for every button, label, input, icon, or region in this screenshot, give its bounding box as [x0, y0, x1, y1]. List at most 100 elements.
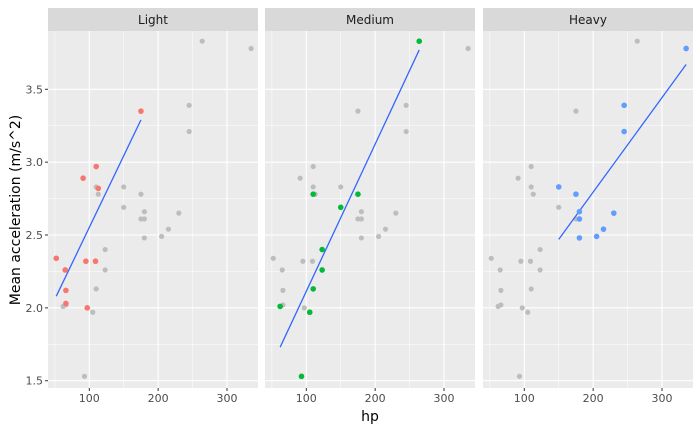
background-point	[537, 246, 543, 253]
background-point	[90, 309, 96, 315]
background-point	[297, 175, 303, 181]
data-point	[83, 258, 89, 265]
y-axis: 1.5 2.0 2.5 3.0 3.5	[26, 83, 48, 388]
background-point	[515, 175, 521, 181]
data-point	[63, 300, 69, 307]
x-tick-label: 300	[217, 392, 238, 405]
background-point	[95, 191, 101, 197]
data-point	[576, 208, 583, 215]
background-point	[530, 191, 536, 197]
background-point	[537, 267, 543, 273]
background-point	[393, 210, 399, 216]
x-axis-title: hp	[361, 409, 379, 425]
x-tick-label: 200	[148, 392, 169, 405]
background-point	[634, 38, 640, 44]
background-point	[525, 309, 531, 315]
data-point	[319, 246, 325, 253]
background-point	[141, 209, 147, 215]
background-point	[310, 163, 316, 170]
facet-panel-medium: Medium 100 200 300	[265, 8, 475, 405]
y-axis-title: Mean acceleration (m/s^2)	[8, 115, 24, 306]
data-point	[355, 191, 361, 197]
x-tick-label: 100	[514, 392, 535, 405]
data-point	[80, 175, 86, 181]
y-tick-label: 2.5	[26, 229, 44, 242]
x-tick-label: 100	[296, 392, 317, 405]
panel-background	[265, 31, 475, 388]
background-point	[199, 38, 205, 44]
background-point	[497, 267, 503, 273]
background-point	[382, 226, 389, 232]
background-point	[403, 128, 409, 135]
x-tick-label: 300	[652, 392, 673, 405]
background-point	[121, 184, 127, 190]
background-point	[498, 302, 504, 308]
background-point	[403, 102, 409, 108]
y-tick-label: 1.5	[26, 375, 44, 388]
background-point	[81, 373, 88, 379]
background-point	[355, 108, 361, 114]
facet-panel-light: Light 100 200 300	[48, 8, 258, 405]
data-point	[576, 216, 583, 222]
data-point	[93, 163, 99, 170]
x-tick-label: 300	[434, 392, 455, 405]
x-tick-label: 200	[365, 392, 386, 405]
data-point	[416, 38, 423, 44]
background-point	[138, 191, 144, 197]
data-point	[683, 45, 689, 52]
data-point	[621, 102, 627, 109]
background-point	[465, 45, 471, 52]
data-point	[138, 108, 144, 114]
background-point	[248, 45, 254, 52]
data-point	[319, 267, 325, 273]
data-point	[92, 258, 99, 265]
data-point	[621, 128, 627, 135]
background-point	[141, 235, 147, 241]
background-point	[528, 184, 534, 190]
y-tick-label: 3.0	[26, 156, 44, 169]
data-point	[62, 267, 69, 273]
data-point	[310, 191, 316, 197]
data-point	[95, 185, 102, 192]
facet-panel-heavy: Heavy 100 200 300	[483, 8, 693, 405]
background-point	[358, 235, 364, 241]
data-point	[277, 303, 283, 310]
data-point	[576, 235, 583, 241]
panel-background	[48, 31, 258, 388]
background-point	[519, 305, 525, 311]
data-point	[84, 305, 91, 311]
background-point	[528, 163, 534, 170]
facet-strip	[483, 8, 693, 31]
background-point	[186, 128, 192, 135]
data-point	[306, 309, 313, 316]
y-tick-label: 2.0	[26, 302, 44, 315]
background-point	[270, 255, 276, 261]
background-point	[102, 246, 108, 253]
panel-background	[483, 31, 693, 388]
background-point	[301, 305, 307, 311]
background-point	[159, 233, 165, 240]
background-point	[141, 216, 147, 222]
background-point	[527, 258, 534, 264]
background-point	[186, 102, 192, 108]
data-point	[593, 233, 600, 240]
background-point	[518, 258, 524, 264]
data-point	[611, 210, 617, 216]
background-point	[280, 287, 286, 293]
data-point	[573, 191, 579, 197]
background-point	[498, 287, 504, 293]
background-point	[93, 286, 99, 292]
background-point	[121, 204, 127, 210]
background-point	[516, 373, 523, 379]
background-point	[165, 226, 172, 232]
data-point	[53, 255, 60, 262]
background-point	[309, 258, 316, 264]
data-point	[63, 287, 69, 294]
facet-strip-label: Light	[138, 13, 168, 27]
data-point	[600, 226, 607, 232]
x-tick-label: 200	[583, 392, 604, 405]
background-point	[310, 184, 316, 190]
data-point	[337, 204, 344, 211]
background-point	[528, 286, 534, 292]
